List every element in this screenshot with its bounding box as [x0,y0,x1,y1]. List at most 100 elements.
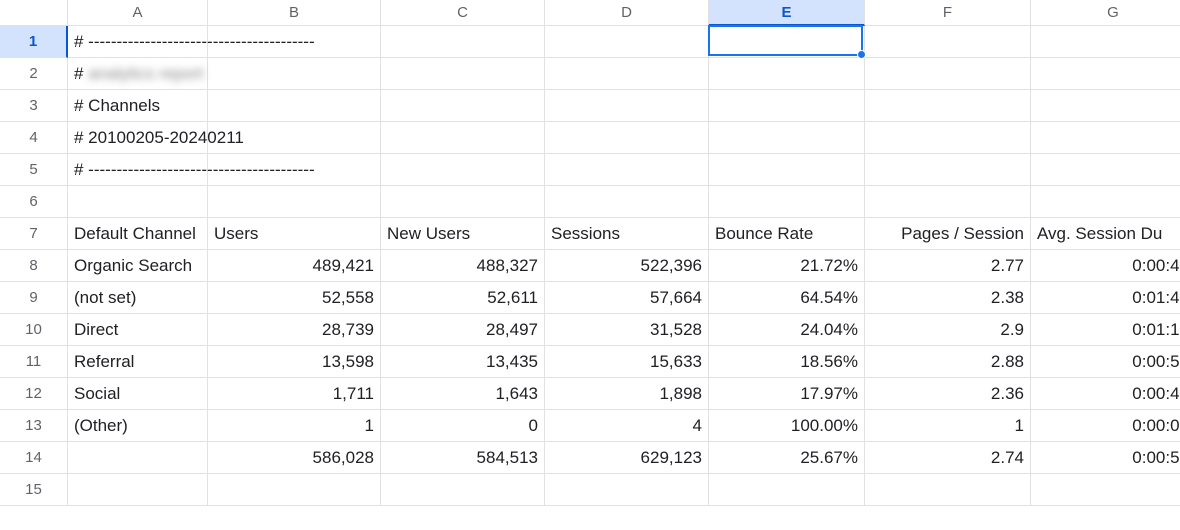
cell-F4[interactable] [865,122,1031,154]
cell-E7[interactable]: Bounce Rate [709,218,865,250]
cell-G10[interactable]: 0:01:10 [1031,314,1180,346]
cell-C10[interactable]: 28,497 [381,314,545,346]
cell-A11[interactable]: Referral [68,346,208,378]
cell-D15[interactable] [545,474,709,506]
cell-D6[interactable] [545,186,709,218]
cell-F9[interactable]: 2.38 [865,282,1031,314]
row-header-2[interactable]: 2 [0,58,68,90]
cell-D13[interactable]: 4 [545,410,709,442]
row-header-11[interactable]: 11 [0,346,68,378]
col-header-F[interactable]: F [865,0,1031,26]
cell-E4[interactable] [709,122,865,154]
cell-G1[interactable] [1031,26,1180,58]
cell-C11[interactable]: 13,435 [381,346,545,378]
cell-B9[interactable]: 52,558 [208,282,381,314]
cell-F3[interactable] [865,90,1031,122]
cell-C2[interactable] [381,58,545,90]
row-header-7[interactable]: 7 [0,218,68,250]
cell-B14[interactable]: 586,028 [208,442,381,474]
cell-G15[interactable] [1031,474,1180,506]
row-header-6[interactable]: 6 [0,186,68,218]
cell-A2[interactable]: # analytics report [68,58,208,90]
cell-D9[interactable]: 57,664 [545,282,709,314]
cell-C3[interactable] [381,90,545,122]
cell-G5[interactable] [1031,154,1180,186]
cell-G7[interactable]: Avg. Session Du [1031,218,1180,250]
cell-B7[interactable]: Users [208,218,381,250]
cell-G14[interactable]: 0:00:55 [1031,442,1180,474]
cell-F13[interactable]: 1 [865,410,1031,442]
cell-A6[interactable] [68,186,208,218]
cell-C4[interactable] [381,122,545,154]
cell-E11[interactable]: 18.56% [709,346,865,378]
cell-E3[interactable] [709,90,865,122]
cell-G13[interactable]: 0:00:00 [1031,410,1180,442]
cell-C1[interactable] [381,26,545,58]
cell-E8[interactable]: 21.72% [709,250,865,282]
cell-E1[interactable] [709,26,865,58]
cell-D11[interactable]: 15,633 [545,346,709,378]
cell-B3[interactable] [208,90,381,122]
cell-F2[interactable] [865,58,1031,90]
cell-B12[interactable]: 1,711 [208,378,381,410]
cell-A15[interactable] [68,474,208,506]
cell-F7[interactable]: Pages / Session [865,218,1031,250]
row-header-4[interactable]: 4 [0,122,68,154]
cell-F11[interactable]: 2.88 [865,346,1031,378]
cell-F12[interactable]: 2.36 [865,378,1031,410]
row-header-3[interactable]: 3 [0,90,68,122]
cell-G9[interactable]: 0:01:41 [1031,282,1180,314]
cell-C8[interactable]: 488,327 [381,250,545,282]
grid[interactable]: # --------------------------------------… [68,26,1180,506]
cell-B15[interactable] [208,474,381,506]
cell-F5[interactable] [865,154,1031,186]
row-header-12[interactable]: 12 [0,378,68,410]
cell-G3[interactable] [1031,90,1180,122]
cell-C6[interactable] [381,186,545,218]
cell-F6[interactable] [865,186,1031,218]
cell-G6[interactable] [1031,186,1180,218]
row-header-14[interactable]: 14 [0,442,68,474]
cell-A5[interactable]: # --------------------------------------… [68,154,208,186]
row-header-10[interactable]: 10 [0,314,68,346]
cell-A13[interactable]: (Other) [68,410,208,442]
cell-A10[interactable]: Direct [68,314,208,346]
cell-F15[interactable] [865,474,1031,506]
cell-B2[interactable] [208,58,381,90]
cell-A1[interactable]: # --------------------------------------… [68,26,208,58]
cell-C9[interactable]: 52,611 [381,282,545,314]
cell-C13[interactable]: 0 [381,410,545,442]
row-header-8[interactable]: 8 [0,250,68,282]
cell-B8[interactable]: 489,421 [208,250,381,282]
cell-D7[interactable]: Sessions [545,218,709,250]
cell-D10[interactable]: 31,528 [545,314,709,346]
cell-E5[interactable] [709,154,865,186]
cell-C7[interactable]: New Users [381,218,545,250]
col-header-A[interactable]: A [68,0,208,26]
cell-E12[interactable]: 17.97% [709,378,865,410]
cell-E10[interactable]: 24.04% [709,314,865,346]
cell-D14[interactable]: 629,123 [545,442,709,474]
cell-G2[interactable] [1031,58,1180,90]
select-all-corner[interactable] [0,0,68,26]
cell-F10[interactable]: 2.9 [865,314,1031,346]
row-header-15[interactable]: 15 [0,474,68,506]
cell-A8[interactable]: Organic Search [68,250,208,282]
cell-G8[interactable]: 0:00:49 [1031,250,1180,282]
cell-D3[interactable] [545,90,709,122]
cell-B10[interactable]: 28,739 [208,314,381,346]
row-header-9[interactable]: 9 [0,282,68,314]
row-header-13[interactable]: 13 [0,410,68,442]
cell-C12[interactable]: 1,643 [381,378,545,410]
row-header-1[interactable]: 1 [0,26,68,58]
col-header-B[interactable]: B [208,0,381,26]
cell-E13[interactable]: 100.00% [709,410,865,442]
cell-G11[interactable]: 0:00:57 [1031,346,1180,378]
cell-B11[interactable]: 13,598 [208,346,381,378]
cell-G4[interactable] [1031,122,1180,154]
cell-C14[interactable]: 584,513 [381,442,545,474]
cell-F1[interactable] [865,26,1031,58]
row-header-5[interactable]: 5 [0,154,68,186]
cell-C15[interactable] [381,474,545,506]
cell-D8[interactable]: 522,396 [545,250,709,282]
